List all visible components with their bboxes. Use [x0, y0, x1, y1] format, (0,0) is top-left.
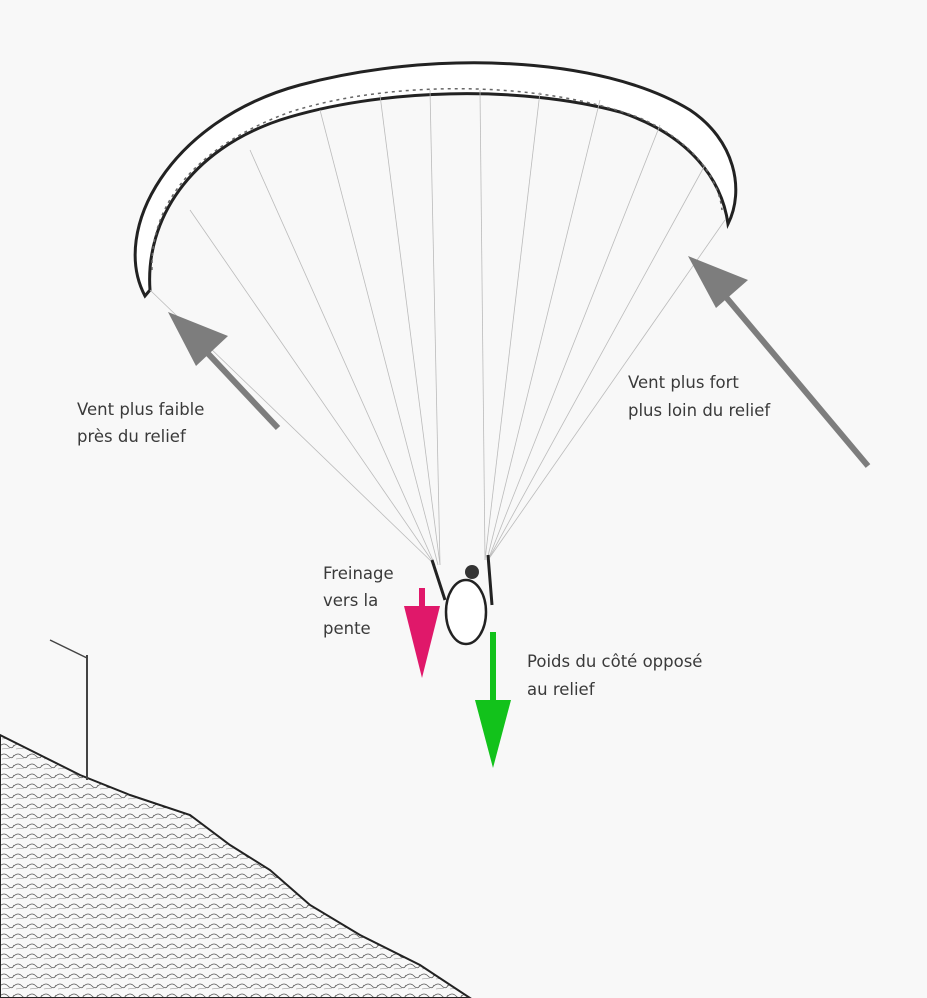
label: vers la	[323, 591, 378, 610]
label: plus loin du relief	[628, 401, 771, 420]
page: {"annotations": [ {"lines": ["Vent plus …	[0, 0, 927, 998]
label: Freinage	[323, 564, 394, 583]
label: Vent plus fort	[628, 373, 739, 392]
body: Vent plus faible près du relief Vent plu…	[0, 0, 927, 998]
label: près du relief	[77, 427, 187, 446]
label: au relief	[527, 680, 596, 699]
label: Poids du côté opposé	[527, 652, 702, 671]
label: Vent plus faible	[77, 400, 204, 419]
illustration: Vent plus faible près du relief Vent plu…	[0, 0, 927, 998]
label: pente	[323, 619, 371, 638]
